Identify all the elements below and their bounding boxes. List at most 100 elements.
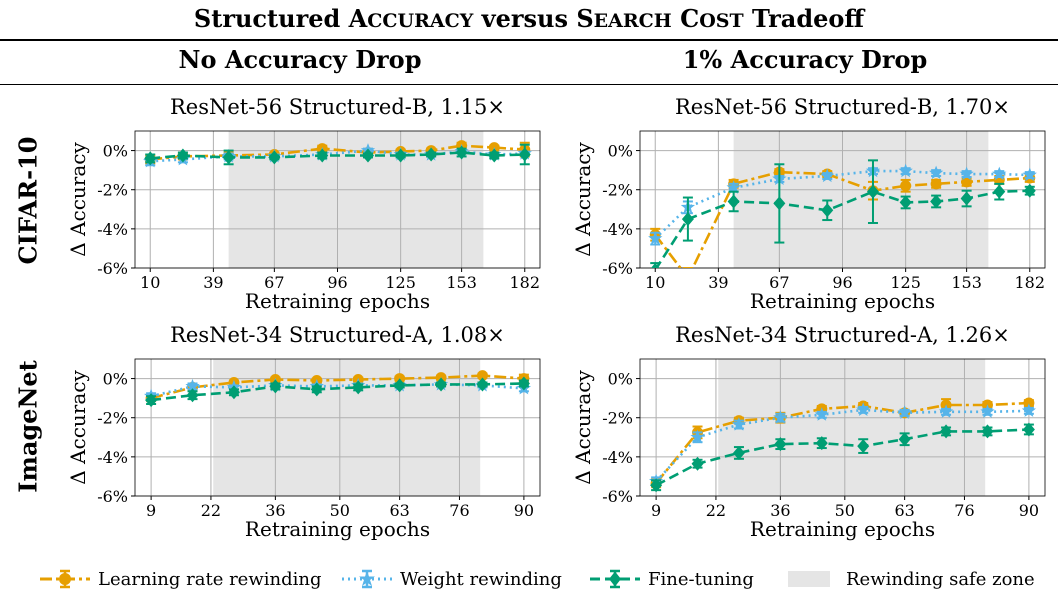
data-point-ft — [898, 432, 911, 447]
data-point-wr — [897, 405, 912, 419]
data-point-ft — [310, 382, 323, 397]
x-tick-label: 39 — [203, 273, 223, 292]
x-tick-label: 96 — [327, 273, 347, 292]
y-tick-label: -6% — [97, 487, 128, 506]
data-point-wr — [856, 402, 871, 416]
data-point-ft — [993, 184, 1006, 199]
legend-item-ft: Fine-tuning — [588, 562, 754, 596]
x-tick-label: 22 — [706, 501, 726, 520]
data-point-ft — [930, 194, 943, 209]
data-point-ft — [435, 377, 448, 392]
data-point-ft — [981, 424, 994, 439]
series-line-wr — [150, 383, 524, 398]
safe-zone — [228, 131, 484, 268]
data-point-wr — [992, 166, 1007, 181]
x-tick-label: 36 — [265, 501, 285, 520]
x-tick-label: 182 — [1014, 273, 1045, 292]
legend-label-ft: Fine-tuning — [648, 568, 754, 590]
legend-swatch-ft — [590, 569, 640, 589]
data-point-ft — [144, 151, 157, 166]
data-point-wr — [185, 378, 200, 393]
data-point-ft — [518, 147, 531, 162]
plot-frame — [639, 130, 1046, 269]
legend-item-zone: Rewinding safe zone — [788, 562, 1035, 596]
legend-label-zone: Rewinding safe zone — [846, 568, 1035, 590]
data-point-ft — [815, 436, 828, 451]
data-point-ft — [727, 194, 740, 209]
x-tick-label: 39 — [708, 273, 728, 292]
x-tick-label: 182 — [509, 273, 540, 292]
plot-frame — [639, 358, 1046, 497]
data-point-ft — [732, 445, 745, 460]
column-header-no-drop: No Accuracy Drop — [178, 45, 422, 74]
data-point-wr — [814, 407, 829, 421]
x-tick-label: 76 — [449, 501, 469, 520]
data-point-ft — [476, 377, 489, 392]
x-tick-label: 153 — [951, 273, 982, 292]
row-header-imagenet: ImageNet — [13, 360, 43, 493]
x-tick-label: 9 — [146, 501, 156, 520]
data-point-ft — [650, 478, 663, 493]
figure-title: Structured ACCURACY versus SEARCH COST T… — [193, 4, 865, 33]
x-tick-label: 96 — [832, 273, 852, 292]
data-point-ft — [361, 148, 374, 163]
x-tick-label: 67 — [264, 273, 284, 292]
data-point-ft — [268, 150, 281, 165]
panel-title: ResNet-34 Structured-A, 1.26× — [675, 323, 1010, 347]
data-point-wr — [929, 165, 944, 180]
y-axis-label: Δ Accuracy — [571, 142, 595, 257]
data-point-lr — [961, 176, 973, 188]
x-axis-label: Retraining epochs — [245, 289, 430, 313]
y-axis-label: Δ Accuracy — [66, 370, 90, 485]
data-point-ft — [650, 262, 660, 268]
data-point-ft — [176, 148, 189, 163]
safe-zone — [733, 131, 989, 268]
legend-label-lr: Learning rate rewinding — [98, 568, 322, 590]
data-point-ft — [857, 439, 870, 454]
legend-swatch-zone — [788, 571, 830, 587]
data-point-ft — [960, 191, 973, 206]
safe-zone — [718, 359, 986, 496]
plot-frame — [134, 130, 541, 269]
panel-title: ResNet-56 Structured-B, 1.70× — [675, 95, 1010, 119]
x-tick-label: 153 — [446, 273, 477, 292]
data-point-wr — [690, 429, 705, 444]
data-point-wr — [1021, 403, 1036, 417]
x-tick-label: 125 — [890, 273, 921, 292]
legend-item-lr: Learning rate rewinding — [38, 562, 321, 596]
y-tick-label: -2% — [602, 181, 633, 200]
series-line-ft — [150, 382, 524, 402]
data-point-ft — [691, 456, 704, 471]
data-point-ft — [488, 148, 501, 163]
y-tick-label: 0% — [608, 142, 633, 161]
data-point-ft — [774, 437, 787, 452]
series-line-lr — [150, 374, 524, 400]
data-point-ft — [145, 393, 158, 408]
x-tick-label: 63 — [894, 501, 914, 520]
panel-title: ResNet-56 Structured-B, 1.15× — [170, 95, 505, 119]
data-point-ft — [393, 378, 406, 393]
data-point-ft — [455, 145, 468, 160]
y-axis-label: Δ Accuracy — [66, 142, 90, 257]
data-point-wr — [773, 410, 788, 424]
data-point-ft — [681, 212, 694, 227]
data-point-ft — [227, 385, 240, 400]
series-line-ft — [654, 189, 1030, 268]
legend-label-wr: Weight rewinding — [400, 568, 562, 590]
x-tick-label: 50 — [330, 501, 350, 520]
series-line-ft — [655, 428, 1029, 487]
y-tick-label: -6% — [97, 259, 128, 278]
x-axis-label: Retraining epochs — [750, 517, 935, 541]
y-tick-label: -4% — [97, 448, 128, 467]
data-point-wr — [731, 417, 747, 431]
y-tick-label: -4% — [602, 448, 633, 467]
y-tick-label: -6% — [602, 487, 633, 506]
data-point-ft — [425, 147, 438, 162]
chart-panel-resnet34-108: ResNet-34 Structured-A, 1.08× 9 22 36 50 63 76… — [66, 323, 541, 541]
x-tick-label: 76 — [954, 501, 974, 520]
data-point-wr — [959, 166, 974, 181]
data-point-ft — [866, 184, 879, 199]
x-tick-label: 50 — [835, 501, 855, 520]
x-tick-label: 90 — [514, 501, 534, 520]
y-tick-label: -4% — [602, 220, 633, 239]
